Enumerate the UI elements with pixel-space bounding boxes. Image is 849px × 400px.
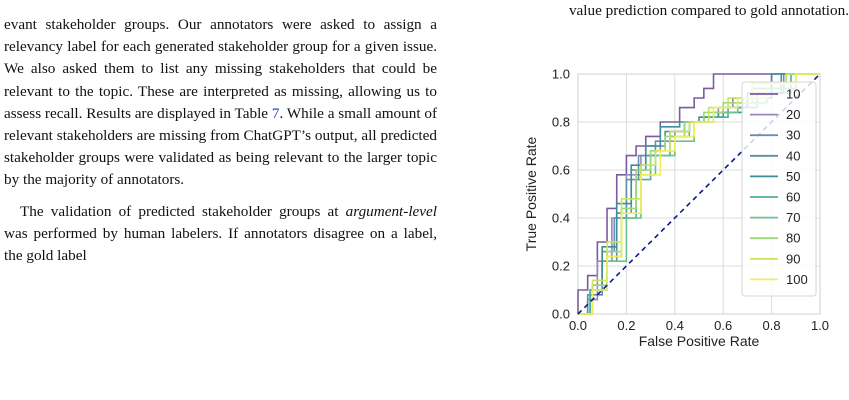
roc-chart: 0.0 0.2 0.4 0.6 0.8 1.0 0.0 0.2 0.4 0.6 0.8 1.0 Fals… — [523, 67, 829, 350]
x-tick-label: 1.0 — [811, 318, 829, 333]
paragraph-results-text-2: . While a small amount of relevant stake… — [4, 104, 437, 189]
y-axis-label: True Positive Rate — [523, 136, 539, 251]
legend-label-100: 100 — [786, 272, 808, 287]
paragraph-results: evant stakeholder groups. Our annotators… — [4, 14, 437, 192]
paragraph-validation-text-2: was performed by human labelers. If anno… — [4, 224, 437, 265]
figure-caption-fragment: value prediction compared to gold annota… — [568, 2, 849, 19]
paragraph-validation: The validation of predicted stakeholder … — [4, 201, 437, 268]
x-axis-label: False Positive Rate — [639, 333, 760, 349]
body-text-column: evant stakeholder groups. Our annotators… — [4, 14, 437, 267]
y-tick-label: 1.0 — [552, 67, 570, 82]
legend-label-10: 10 — [786, 87, 800, 102]
x-tick-label: 0.4 — [666, 318, 684, 333]
legend-label-60: 60 — [786, 190, 800, 205]
legend-label-70: 70 — [786, 210, 800, 225]
y-tick-label: 0.6 — [552, 163, 570, 178]
roc-figure: 0.0 0.2 0.4 0.6 0.8 1.0 0.0 0.2 0.4 0.6 0.8 1.0 Fals… — [520, 60, 849, 360]
table-reference-link[interactable]: 7 — [271, 104, 280, 122]
x-tick-label: 0.0 — [569, 318, 587, 333]
chance-diagonal-line — [577, 73, 821, 315]
x-tick-label: 0.6 — [714, 318, 732, 333]
legend-label-50: 50 — [786, 169, 800, 184]
x-tick-label: 0.8 — [763, 318, 781, 333]
plot-frame — [577, 73, 821, 315]
roc-series-line-10 — [577, 73, 820, 314]
paragraph-validation-text-1: The validation of predicted stakeholder … — [20, 202, 346, 220]
legend-label-20: 20 — [786, 107, 800, 122]
legend-label-40: 40 — [786, 148, 800, 163]
y-tick-label: 0.2 — [552, 259, 570, 274]
y-tick-label: 0.4 — [552, 211, 570, 226]
legend-label-80: 80 — [786, 231, 800, 246]
paragraph-results-text-1: evant stakeholder groups. Our annotators… — [4, 16, 437, 122]
legend-label-30: 30 — [786, 128, 800, 143]
y-tick-label: 0.8 — [552, 115, 570, 130]
y-tick-label: 0.0 — [552, 307, 570, 322]
legend-label-90: 90 — [786, 251, 800, 266]
x-tick-label: 0.2 — [617, 318, 635, 333]
paragraph-validation-italic: argument-level — [345, 202, 437, 220]
